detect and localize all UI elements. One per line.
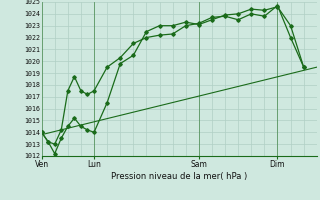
X-axis label: Pression niveau de la mer( hPa ): Pression niveau de la mer( hPa ) [111, 172, 247, 181]
